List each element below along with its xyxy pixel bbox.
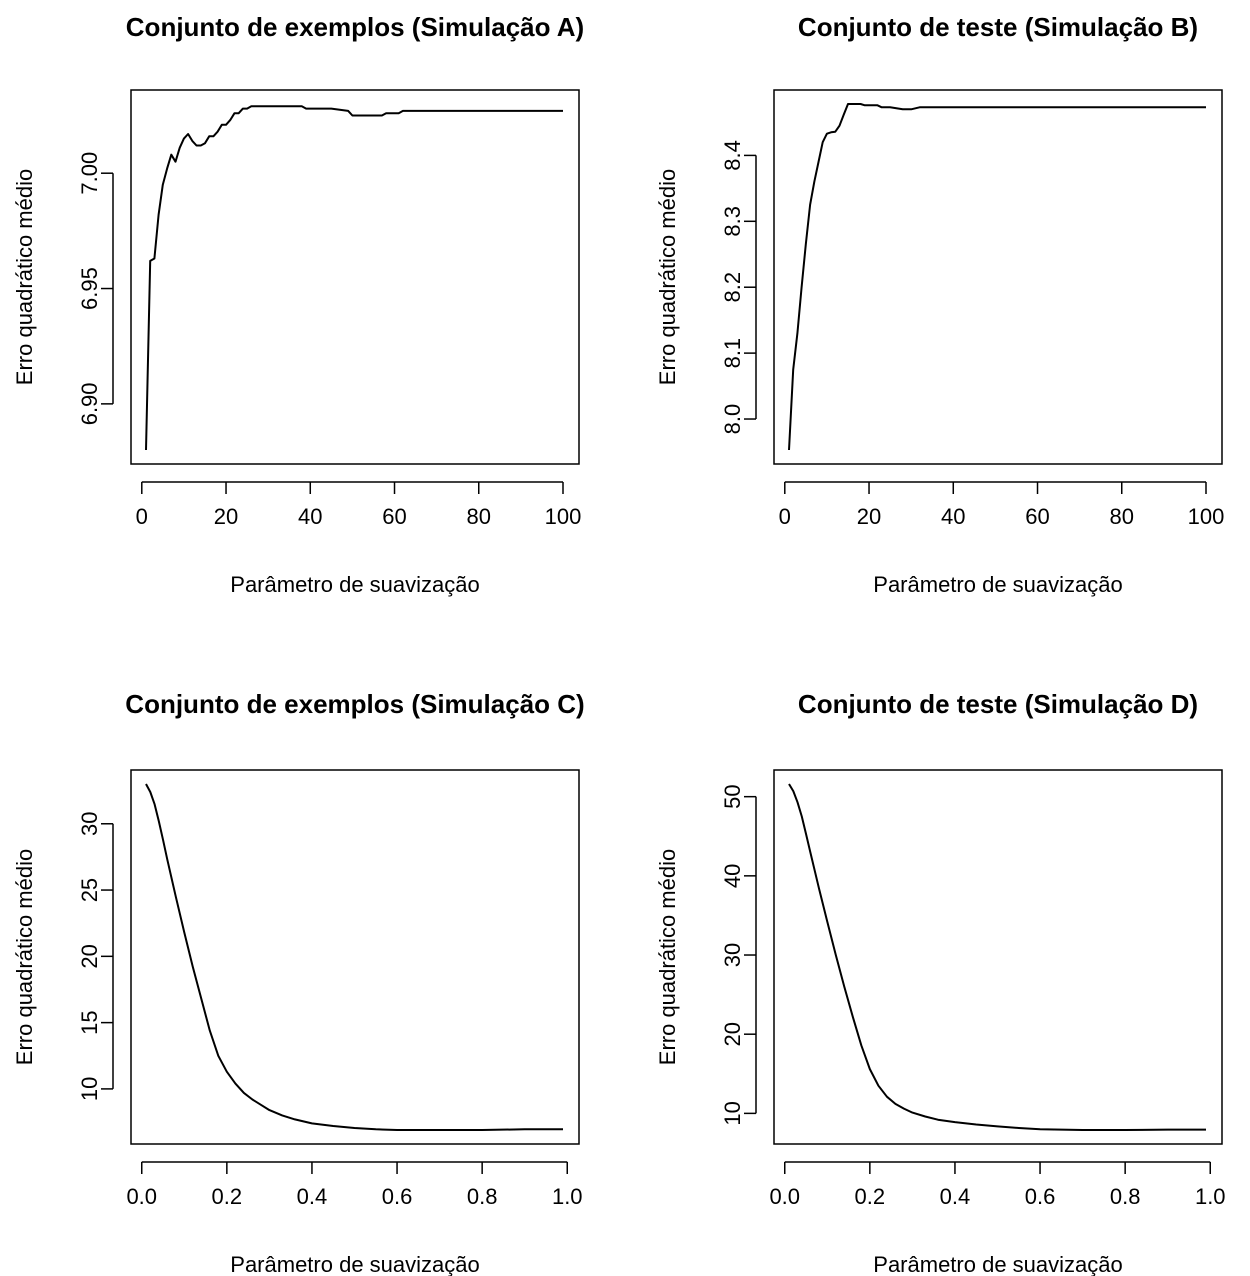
x-axis: 0 20 40 60 80 100 (136, 481, 582, 529)
x-tick-label: 40 (941, 504, 965, 529)
x-tick-label: 0.8 (1110, 1184, 1141, 1209)
panel-c: Conjunto de exemplos (Simulação C) 0.0 0.… (12, 689, 585, 1276)
y-tick-label: 6.95 (77, 267, 102, 310)
panel-b: Conjunto de teste (Simulação B) 0 20 40 60 8… (655, 12, 1224, 597)
x-tick-label: 80 (1110, 504, 1134, 529)
x-tick-label: 0.6 (1025, 1184, 1056, 1209)
x-tick-label: 0.2 (212, 1184, 243, 1209)
x-tick-label: 20 (857, 504, 881, 529)
x-tick-label: 20 (214, 504, 238, 529)
x-axis: 0 20 40 60 80 100 (779, 481, 1225, 529)
x-tick-label: 0.0 (126, 1184, 157, 1209)
panel-a: Conjunto de exemplos (Simulação A) 0 20 40… (12, 12, 584, 597)
x-tick-label: 1.0 (552, 1184, 583, 1209)
y-axis-label: Erro quadrático médio (655, 849, 680, 1065)
x-tick-label: 0.4 (940, 1184, 971, 1209)
x-axis: 0.0 0.2 0.4 0.6 0.8 1.0 (126, 1161, 583, 1209)
y-tick-label: 20 (720, 1022, 745, 1046)
y-tick-label: 50 (720, 784, 745, 808)
y-tick-label: 15 (77, 1010, 102, 1034)
y-axis: 6.90 6.95 7.00 (77, 152, 114, 425)
x-tick-label: 60 (1025, 504, 1049, 529)
panel-title: Conjunto de teste (Simulação D) (798, 689, 1198, 719)
x-axis: 0.0 0.2 0.4 0.6 0.8 1.0 (769, 1161, 1226, 1209)
x-axis-label: Parâmetro de suavização (230, 572, 479, 597)
x-tick-label: 0.0 (769, 1184, 800, 1209)
x-tick-label: 100 (545, 504, 582, 529)
x-axis-label: Parâmetro de suavização (873, 572, 1122, 597)
y-tick-label: 8.1 (720, 338, 745, 369)
x-tick-label: 0.6 (382, 1184, 413, 1209)
y-tick-label: 30 (720, 943, 745, 967)
x-tick-label: 0.2 (855, 1184, 886, 1209)
plot-frame (773, 769, 1223, 1145)
y-tick-label: 20 (77, 944, 102, 968)
y-axis-label: Erro quadrático médio (12, 849, 37, 1065)
x-tick-label: 0.8 (467, 1184, 498, 1209)
panel-title: Conjunto de exemplos (Simulação A) (126, 12, 584, 42)
x-tick-label: 80 (467, 504, 491, 529)
y-tick-label: 30 (77, 812, 102, 836)
y-tick-label: 25 (77, 878, 102, 902)
series-line (145, 783, 563, 1131)
x-tick-label: 0 (136, 504, 148, 529)
plot-frame (773, 89, 1223, 465)
y-axis: 10 20 30 40 50 (720, 784, 757, 1126)
series-line (788, 783, 1206, 1131)
y-tick-label: 10 (77, 1077, 102, 1101)
x-tick-label: 0.4 (297, 1184, 328, 1209)
x-axis-label: Parâmetro de suavização (873, 1252, 1122, 1276)
y-tick-label: 6.90 (77, 382, 102, 425)
panel-d: Conjunto de teste (Simulação D) 0.0 0.2 0.… (655, 689, 1226, 1276)
series-line (788, 103, 1206, 451)
y-tick-label: 8.2 (720, 272, 745, 303)
x-tick-label: 1.0 (1195, 1184, 1226, 1209)
x-tick-label: 60 (382, 504, 406, 529)
x-tick-label: 100 (1188, 504, 1225, 529)
x-axis-label: Parâmetro de suavização (230, 1252, 479, 1276)
y-tick-label: 8.0 (720, 404, 745, 435)
x-tick-label: 0 (779, 504, 791, 529)
y-tick-label: 40 (720, 864, 745, 888)
x-tick-label: 40 (298, 504, 322, 529)
y-tick-label: 8.3 (720, 206, 745, 237)
y-axis: 10 15 20 25 30 (77, 812, 114, 1101)
y-tick-label: 7.00 (77, 152, 102, 195)
plot-frame (130, 769, 580, 1145)
panel-title: Conjunto de teste (Simulação B) (798, 12, 1198, 42)
series-line (145, 105, 563, 451)
y-tick-label: 10 (720, 1101, 745, 1125)
y-axis-label: Erro quadrático médio (655, 169, 680, 385)
y-tick-label: 8.4 (720, 140, 745, 171)
y-axis-label: Erro quadrático médio (12, 169, 37, 385)
plot-frame (130, 89, 580, 465)
panel-title: Conjunto de exemplos (Simulação C) (125, 689, 584, 719)
y-axis: 8.0 8.1 8.2 8.3 8.4 (720, 140, 757, 435)
